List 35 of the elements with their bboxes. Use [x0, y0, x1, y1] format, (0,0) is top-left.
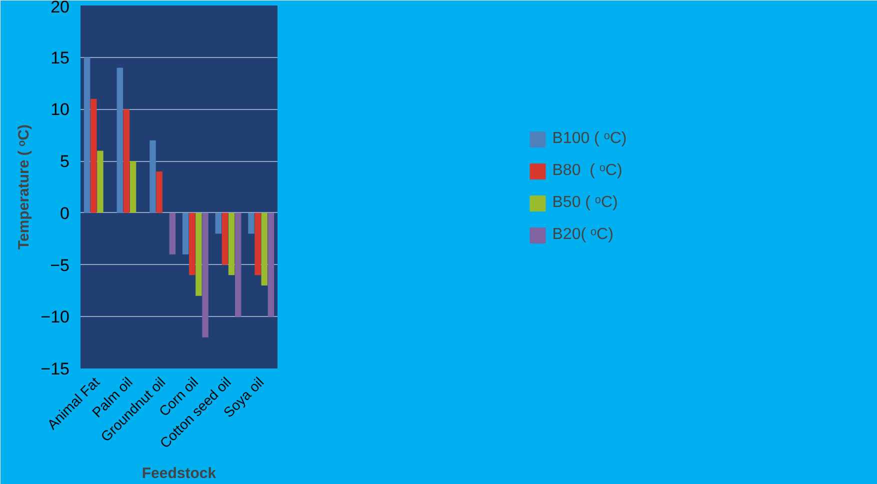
y-tick-label: 20 — [50, 0, 70, 16]
bar — [156, 171, 162, 213]
bar — [130, 161, 136, 213]
y-tick-label: 5 — [60, 152, 70, 172]
bar — [261, 212, 268, 286]
bar — [123, 109, 130, 213]
y-tick-label: 15 — [50, 48, 70, 68]
bar — [254, 212, 261, 276]
y-tick-label: −10 — [40, 308, 70, 327]
bar — [222, 212, 228, 265]
bar — [150, 140, 156, 213]
y-axis-title: Temperature ( ᵒC) — [16, 124, 33, 250]
x-axis-title: Feedstock — [142, 464, 217, 482]
bar — [116, 68, 124, 213]
bar — [84, 57, 90, 213]
legend-label: B80 ( ᵒC) — [552, 162, 622, 180]
y-tick-label: 10 — [50, 100, 70, 120]
bar — [268, 212, 274, 317]
bar — [202, 212, 208, 338]
bar — [215, 212, 222, 234]
bar — [248, 212, 254, 234]
bar — [182, 212, 189, 254]
y-tick-label: −15 — [40, 360, 70, 378]
bar — [234, 212, 242, 317]
legend-label: B50 ( ᵒC) — [552, 194, 618, 212]
legend-label: B20( ᵒC) — [552, 226, 614, 244]
bar — [90, 98, 97, 213]
bar — [97, 150, 104, 213]
bar — [196, 212, 202, 296]
y-tick-label: 0 — [60, 204, 70, 223]
bar — [169, 212, 176, 254]
y-tick-label: −5 — [50, 256, 70, 275]
bar — [189, 212, 196, 276]
legend-label: B100 ( ᵒC) — [552, 130, 627, 148]
bar — [228, 212, 235, 276]
